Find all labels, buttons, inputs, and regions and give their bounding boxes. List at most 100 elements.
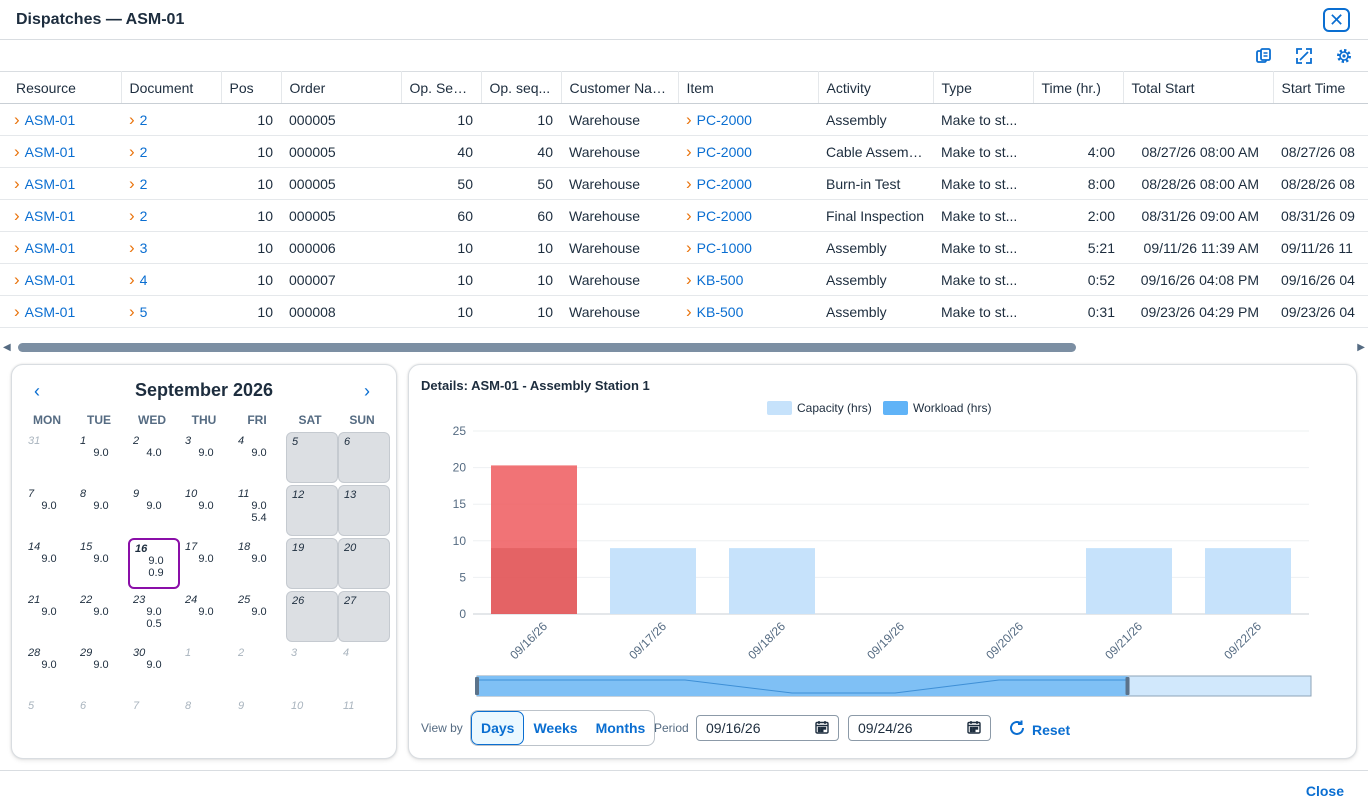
calendar-day[interactable]: 5: [286, 432, 338, 483]
calendar-day[interactable]: 31: [23, 432, 75, 483]
cell-resource[interactable]: › ASM-01: [0, 231, 121, 264]
settings-icon[interactable]: [1333, 46, 1355, 66]
cell-document[interactable]: › 2: [121, 199, 221, 232]
document-link[interactable]: 2: [139, 143, 148, 160]
scrollbar-thumb[interactable]: [18, 343, 1076, 352]
item-link[interactable]: PC-1000: [696, 239, 752, 256]
cell-resource[interactable]: › ASM-01: [0, 167, 121, 200]
reset-button[interactable]: Reset: [1008, 719, 1070, 740]
resource-link[interactable]: ASM-01: [24, 111, 76, 128]
cell-item[interactable]: › PC-2000: [678, 199, 818, 232]
item-link[interactable]: KB-500: [696, 303, 744, 320]
cell-document[interactable]: › 2: [121, 103, 221, 136]
calendar-day[interactable]: 3: [286, 644, 338, 695]
calendar-day-selected[interactable]: 16 9.0 0.9: [128, 538, 180, 589]
calendar-day[interactable]: 5: [23, 697, 75, 748]
calendar-icon[interactable]: [815, 720, 829, 737]
item-link[interactable]: PC-2000: [696, 143, 752, 160]
table-row[interactable]: › ASM-01 › 2 10 000005 60 60 Warehouse › PC-2000 Fi…: [0, 199, 1368, 232]
calendar-day[interactable]: 19: [286, 538, 338, 589]
calendar-day[interactable]: 9: [233, 697, 285, 748]
close-icon[interactable]: ✕: [1323, 8, 1350, 32]
calendar-day[interactable]: 7 9.0: [23, 485, 75, 536]
period-from-input[interactable]: 09/16/26: [696, 715, 839, 741]
calendar-day[interactable]: 3 9.0: [180, 432, 232, 483]
resource-link[interactable]: ASM-01: [24, 303, 76, 320]
capacity-bar[interactable]: [610, 548, 696, 614]
document-link[interactable]: 3: [139, 239, 148, 256]
cell-resource[interactable]: › ASM-01: [0, 295, 121, 328]
cell-item[interactable]: › PC-2000: [678, 167, 818, 200]
table-row[interactable]: › ASM-01 › 5 10 000008 10 10 Warehouse › KB-500 Ass…: [0, 295, 1368, 328]
calendar-day[interactable]: 11: [338, 697, 390, 748]
capacity-bar[interactable]: [1205, 548, 1291, 614]
table-row[interactable]: › ASM-01 › 2 10 000005 10 10 Warehouse › PC-2000 As…: [0, 103, 1368, 136]
calendar-day[interactable]: 6: [75, 697, 127, 748]
calendar-day[interactable]: 2: [233, 644, 285, 695]
view-days-button[interactable]: Days: [471, 711, 525, 745]
calendar-day[interactable]: 2 4.0: [128, 432, 180, 483]
col-header-order[interactable]: Order: [281, 71, 402, 104]
calendar-day[interactable]: 1 9.0: [75, 432, 127, 483]
calendar-icon[interactable]: [967, 720, 981, 737]
cell-document[interactable]: › 2: [121, 135, 221, 168]
scroll-left-icon[interactable]: ◀: [3, 342, 11, 353]
view-weeks-button[interactable]: Weeks: [533, 720, 578, 736]
calendar-day[interactable]: 10 9.0: [180, 485, 232, 536]
period-to-input[interactable]: 09/24/26: [848, 715, 991, 741]
calendar-day[interactable]: 6: [338, 432, 390, 483]
cell-item[interactable]: › PC-1000: [678, 231, 818, 264]
cell-item[interactable]: › PC-2000: [678, 135, 818, 168]
cell-resource[interactable]: › ASM-01: [0, 135, 121, 168]
document-link[interactable]: 2: [139, 111, 148, 128]
cell-document[interactable]: › 5: [121, 295, 221, 328]
resource-link[interactable]: ASM-01: [24, 143, 76, 160]
prev-month-icon[interactable]: ‹: [34, 381, 40, 401]
calendar-day[interactable]: 24 9.0: [180, 591, 232, 642]
next-month-icon[interactable]: ›: [364, 381, 370, 401]
col-header-document[interactable]: Document: [121, 71, 222, 104]
calendar-day[interactable]: 27: [338, 591, 390, 642]
item-link[interactable]: KB-500: [696, 271, 744, 288]
document-link[interactable]: 2: [139, 175, 148, 192]
calendar-day[interactable]: 4 9.0: [233, 432, 285, 483]
calendar-day[interactable]: 8: [180, 697, 232, 748]
col-header-start-time[interactable]: Start Time: [1273, 71, 1368, 104]
overview-handle-left[interactable]: [475, 677, 479, 695]
cell-resource[interactable]: › ASM-01: [0, 263, 121, 296]
calendar-day[interactable]: 11 9.0 5.4: [233, 485, 285, 536]
capacity-bar[interactable]: [729, 548, 815, 614]
table-row[interactable]: › ASM-01 › 2 10 000005 50 50 Warehouse › PC-2000 Bu…: [0, 167, 1368, 200]
col-header-type[interactable]: Type: [933, 71, 1034, 104]
table-row[interactable]: › ASM-01 › 4 10 000007 10 10 Warehouse › KB-500 Ass…: [0, 263, 1368, 296]
legend-capacity[interactable]: Capacity (hrs): [767, 401, 872, 415]
calendar-day[interactable]: 1: [180, 644, 232, 695]
item-link[interactable]: PC-2000: [696, 175, 752, 192]
resource-link[interactable]: ASM-01: [24, 271, 76, 288]
calendar-day[interactable]: 26: [286, 591, 338, 642]
cell-resource[interactable]: › ASM-01: [0, 199, 121, 232]
col-header-pos[interactable]: Pos: [221, 71, 282, 104]
cell-document[interactable]: › 4: [121, 263, 221, 296]
calendar-day[interactable]: 23 9.0 0.5: [128, 591, 180, 642]
cell-item[interactable]: › PC-2000: [678, 103, 818, 136]
item-link[interactable]: PC-2000: [696, 207, 752, 224]
calendar-day[interactable]: 9 9.0: [128, 485, 180, 536]
col-header-op-sequ[interactable]: Op. Sequ.: [401, 71, 482, 104]
calendar-day[interactable]: 28 9.0: [23, 644, 75, 695]
calendar-day[interactable]: 30 9.0: [128, 644, 180, 695]
capacity-bar[interactable]: [1086, 548, 1172, 614]
col-header-resource[interactable]: Resource: [0, 71, 122, 104]
capacity-bar[interactable]: [491, 548, 577, 614]
legend-workload[interactable]: Workload (hrs): [883, 401, 991, 415]
fullscreen-icon[interactable]: [1293, 46, 1315, 66]
table-row[interactable]: › ASM-01 › 2 10 000005 40 40 Warehouse › PC-2000 Ca…: [0, 135, 1368, 168]
resource-link[interactable]: ASM-01: [24, 175, 76, 192]
calendar-day[interactable]: 18 9.0: [233, 538, 285, 589]
export-icon[interactable]: [1253, 46, 1275, 66]
calendar-day[interactable]: 12: [286, 485, 338, 536]
close-button[interactable]: Close: [1305, 783, 1344, 799]
calendar-day[interactable]: 10: [286, 697, 338, 748]
calendar-day[interactable]: 15 9.0: [75, 538, 127, 589]
calendar-day[interactable]: 25 9.0: [233, 591, 285, 642]
